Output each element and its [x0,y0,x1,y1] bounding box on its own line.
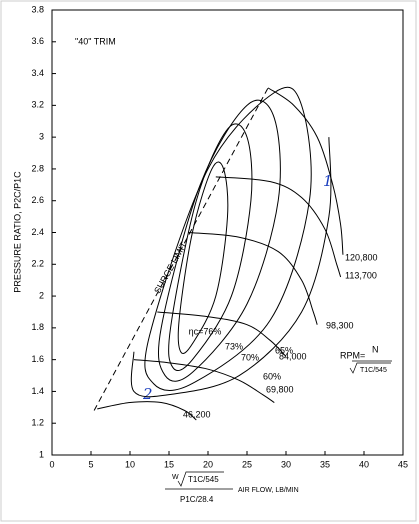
eff-label: 60% [263,371,281,381]
speed-line [267,87,344,255]
speed-label: 46,200 [183,409,211,419]
trim-label: "40" TRIM [75,36,116,46]
x-tick-label: 35 [320,459,330,469]
speed-label: 84,000 [279,351,307,361]
x-tick-label: 25 [242,459,252,469]
y-tick-label: 2.4 [31,227,44,237]
speed-label: 98,300 [326,320,354,330]
y-tick-label: 3.4 [31,68,44,78]
x-tick-label: 15 [164,459,174,469]
efficiency-island [157,99,281,382]
rpm-num: N [372,344,379,354]
speed-label: 69,800 [266,384,294,394]
efficiency-island [177,161,229,354]
eff-label: 70% [241,352,259,362]
y-tick-label: 1 [39,449,44,459]
eff-label: 65% [275,345,293,355]
x-tick-label: 20 [203,459,213,469]
eff-label: ηc=76% [189,326,222,336]
sqrt-sign [349,362,391,374]
x-tick-label: 5 [88,459,93,469]
y-axis-label: PRESSURE RATIO, P2C/P1C [12,171,22,293]
y-tick-label: 1.6 [31,354,44,364]
y-tick-label: 3.2 [31,100,44,110]
rpm-label: RPM= [340,350,365,360]
efficiency-island [168,123,253,372]
y-tick-label: 1.4 [31,386,44,396]
y-tick-label: 2.8 [31,163,44,173]
x-tick-label: 0 [49,459,54,469]
x-tick-label: 10 [125,459,135,469]
sqrt-sign [177,471,224,487]
speed-line [215,176,342,278]
y-tick-label: 2.6 [31,195,44,205]
x-label-w: W [172,474,179,481]
x-label-t: T1C/545 [188,475,219,484]
y-tick-label: 2.2 [31,259,44,269]
x-tick-label: 40 [359,459,369,469]
speed-label: 113,700 [345,270,377,280]
x-tick-label: 30 [281,459,291,469]
y-tick-label: 1.2 [31,418,44,428]
handwritten-note: 1 [323,172,333,190]
y-tick-label: 3.8 [31,4,44,14]
speed-label: 120,800 [345,252,378,262]
efficiency-island [144,86,312,391]
handwritten-note: 2 [142,385,153,403]
y-tick-label: 3.6 [31,36,44,46]
rpm-den: T1C/545 [360,367,387,374]
surge-line [93,87,269,411]
x-label-den: P1C/28.4 [180,495,214,504]
x-tick-label: 45 [398,459,408,469]
x-axis-label: AIR FLOW, LB/MIN [238,487,299,494]
y-tick-label: 2 [39,290,44,300]
y-tick-label: 3 [39,132,44,142]
eff-label: 73% [225,341,243,351]
speed-line [130,137,332,398]
y-tick-label: 1.8 [31,322,44,332]
speed-line [133,359,275,403]
speed-line [188,232,318,325]
speed-line [97,401,197,421]
